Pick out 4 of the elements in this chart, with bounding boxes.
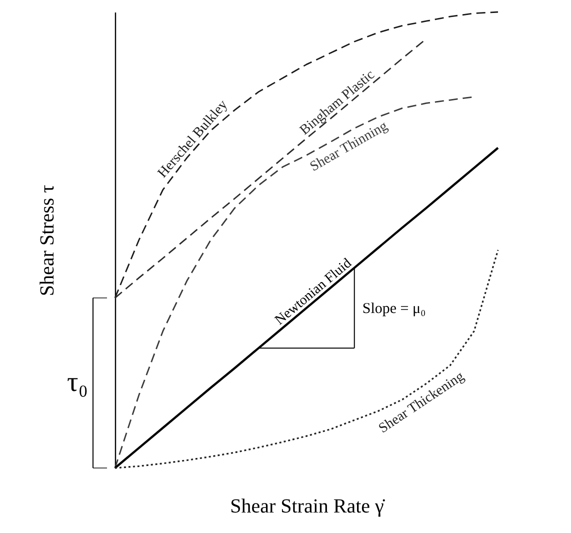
annotation: Slope = μ₀ bbox=[362, 300, 426, 317]
x-axis-title: Shear Strain Rate γ̇ bbox=[230, 496, 386, 518]
text: τ₀ bbox=[66, 366, 88, 398]
y-axis-title: Shear Stress τ bbox=[36, 184, 58, 296]
